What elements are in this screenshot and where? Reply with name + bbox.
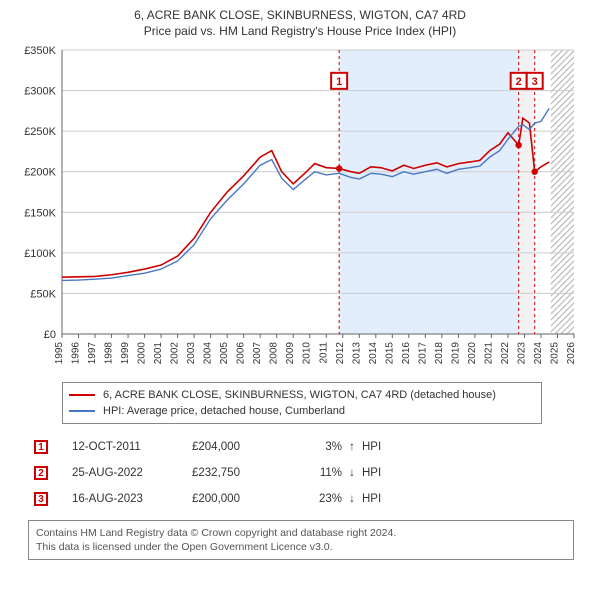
svg-text:2014: 2014 (368, 342, 379, 365)
svg-text:£250K: £250K (24, 126, 56, 138)
svg-text:2023: 2023 (516, 342, 527, 365)
svg-text:1996: 1996 (71, 342, 82, 365)
svg-text:2021: 2021 (483, 342, 494, 365)
svg-text:1998: 1998 (104, 342, 115, 365)
transaction-row: 2 25-AUG-2022£232,75011%↓HPI (34, 460, 586, 486)
svg-text:3: 3 (532, 76, 538, 88)
transaction-date: 12-OCT-2011 (72, 441, 192, 453)
svg-text:2005: 2005 (219, 342, 230, 365)
svg-text:2002: 2002 (170, 342, 181, 365)
transaction-price: £232,750 (192, 467, 292, 479)
price-chart: £0 £50K £100K £150K £200K £250K £300K £350K 1995… (14, 44, 586, 374)
svg-text:2024: 2024 (533, 342, 544, 365)
svg-text:2019: 2019 (450, 342, 461, 365)
title-line-1: 6, ACRE BANK CLOSE, SKINBURNESS, WIGTON,… (14, 8, 586, 22)
transaction-arrow-icon: ↓ (342, 467, 362, 479)
transaction-hpi-label: HPI (362, 441, 392, 453)
attribution-box: Contains HM Land Registry data © Crown c… (28, 520, 574, 560)
svg-text:2007: 2007 (252, 342, 263, 365)
svg-text:2017: 2017 (417, 342, 428, 365)
svg-text:2006: 2006 (236, 342, 247, 365)
svg-text:2008: 2008 (269, 342, 280, 365)
legend-swatch (69, 410, 95, 412)
svg-text:2015: 2015 (384, 342, 395, 365)
transaction-row: 1 12-OCT-2011£204,0003%↑HPI (34, 434, 586, 460)
transaction-price: £200,000 (192, 493, 292, 505)
chart-title-block: 6, ACRE BANK CLOSE, SKINBURNESS, WIGTON,… (14, 8, 586, 38)
transaction-pct: 11% (292, 467, 342, 479)
svg-text:£150K: £150K (24, 207, 56, 219)
legend: 6, ACRE BANK CLOSE, SKINBURNESS, WIGTON,… (62, 382, 542, 424)
legend-label: HPI: Average price, detached house, Cumb… (103, 403, 345, 419)
transaction-marker: 3 (34, 492, 48, 506)
svg-text:2025: 2025 (549, 342, 560, 365)
svg-text:£300K: £300K (24, 86, 56, 98)
transaction-marker: 2 (34, 466, 48, 480)
svg-text:2012: 2012 (335, 342, 346, 365)
transaction-arrow-icon: ↓ (342, 493, 362, 505)
title-line-2: Price paid vs. HM Land Registry's House … (14, 24, 586, 38)
svg-text:£50K: £50K (30, 288, 56, 300)
svg-text:2004: 2004 (203, 342, 214, 365)
transactions-table: 112-OCT-2011£204,0003%↑HPI225-AUG-2022£2… (34, 434, 586, 512)
transaction-pct: 3% (292, 441, 342, 453)
transaction-marker: 1 (34, 440, 48, 454)
svg-text:£0: £0 (44, 329, 56, 341)
transaction-row: 3 16-AUG-2023£200,00023%↓HPI (34, 486, 586, 512)
svg-text:2016: 2016 (401, 342, 412, 365)
svg-text:2022: 2022 (500, 342, 511, 365)
transaction-hpi-label: HPI (362, 493, 392, 505)
legend-item: 6, ACRE BANK CLOSE, SKINBURNESS, WIGTON,… (69, 387, 535, 403)
svg-text:1999: 1999 (120, 342, 131, 365)
attribution-line-1: Contains HM Land Registry data © Crown c… (36, 526, 566, 540)
svg-text:2000: 2000 (137, 342, 148, 365)
svg-text:1: 1 (336, 76, 342, 88)
transaction-price: £204,000 (192, 441, 292, 453)
legend-item: HPI: Average price, detached house, Cumb… (69, 403, 535, 419)
svg-text:1997: 1997 (87, 342, 98, 365)
attribution-line-2: This data is licensed under the Open Gov… (36, 540, 566, 554)
svg-text:1995: 1995 (54, 342, 65, 365)
svg-text:2026: 2026 (566, 342, 577, 365)
svg-text:£100K: £100K (24, 248, 56, 260)
svg-text:2011: 2011 (318, 342, 329, 364)
legend-swatch (69, 394, 95, 396)
transaction-hpi-label: HPI (362, 467, 392, 479)
svg-text:2018: 2018 (434, 342, 445, 365)
svg-text:2: 2 (516, 76, 522, 88)
svg-text:2013: 2013 (351, 342, 362, 365)
transaction-pct: 23% (292, 493, 342, 505)
svg-text:2010: 2010 (302, 342, 313, 365)
svg-text:£350K: £350K (24, 45, 56, 57)
svg-text:2003: 2003 (186, 342, 197, 365)
svg-text:2009: 2009 (285, 342, 296, 365)
legend-label: 6, ACRE BANK CLOSE, SKINBURNESS, WIGTON,… (103, 387, 496, 403)
svg-text:2001: 2001 (153, 342, 164, 365)
transaction-arrow-icon: ↑ (342, 441, 362, 453)
svg-text:2020: 2020 (467, 342, 478, 365)
transaction-date: 25-AUG-2022 (72, 467, 192, 479)
svg-text:£200K: £200K (24, 167, 56, 179)
transaction-date: 16-AUG-2023 (72, 493, 192, 505)
